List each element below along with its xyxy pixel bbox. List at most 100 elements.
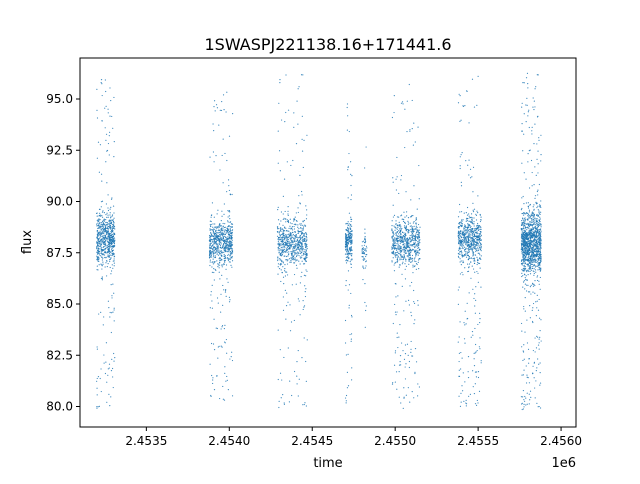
data-point bbox=[522, 350, 524, 352]
data-point bbox=[538, 405, 540, 408]
data-point bbox=[231, 260, 234, 262]
data-point bbox=[96, 215, 98, 217]
data-point bbox=[527, 348, 530, 350]
data-point bbox=[104, 241, 106, 243]
data-point bbox=[222, 237, 224, 240]
data-point bbox=[103, 223, 105, 225]
data-point bbox=[96, 157, 98, 159]
data-point bbox=[525, 259, 527, 261]
data-point bbox=[470, 225, 472, 228]
data-point bbox=[478, 234, 480, 236]
data-point bbox=[110, 257, 112, 259]
data-point bbox=[524, 261, 526, 263]
data-point bbox=[214, 110, 216, 112]
data-point bbox=[210, 229, 212, 231]
data-point bbox=[403, 219, 405, 221]
data-point bbox=[221, 346, 223, 348]
data-point bbox=[410, 216, 412, 218]
data-point bbox=[285, 250, 287, 253]
data-point bbox=[280, 240, 283, 242]
data-point bbox=[478, 252, 480, 255]
data-point bbox=[474, 352, 476, 354]
data-point bbox=[412, 144, 414, 146]
data-point bbox=[345, 260, 347, 262]
data-point bbox=[108, 235, 111, 237]
data-point bbox=[400, 229, 402, 231]
data-point bbox=[215, 242, 217, 244]
data-point bbox=[99, 245, 101, 248]
data-point bbox=[527, 212, 529, 214]
data-point bbox=[397, 255, 399, 257]
data-point bbox=[466, 218, 469, 220]
data-point bbox=[536, 158, 538, 160]
data-point bbox=[219, 230, 221, 232]
data-point bbox=[230, 252, 233, 254]
data-point bbox=[413, 225, 415, 227]
data-point bbox=[531, 185, 533, 187]
data-point bbox=[527, 245, 529, 248]
data-point bbox=[416, 228, 418, 231]
data-point bbox=[345, 223, 347, 225]
data-point bbox=[351, 239, 353, 242]
data-point bbox=[535, 174, 537, 176]
data-point bbox=[222, 230, 224, 232]
data-point bbox=[395, 220, 397, 222]
data-point bbox=[97, 251, 99, 253]
data-point bbox=[396, 332, 398, 334]
data-point bbox=[279, 82, 281, 84]
data-point bbox=[404, 227, 407, 229]
data-point bbox=[469, 243, 471, 245]
data-point bbox=[411, 238, 413, 240]
data-point bbox=[104, 266, 106, 268]
data-point bbox=[398, 266, 400, 268]
data-point bbox=[536, 247, 539, 249]
data-point bbox=[462, 245, 465, 247]
data-point bbox=[212, 231, 214, 233]
data-point bbox=[286, 219, 288, 221]
data-point bbox=[278, 232, 280, 234]
data-point bbox=[402, 103, 404, 105]
data-point bbox=[531, 126, 533, 129]
data-point bbox=[303, 306, 305, 308]
data-point bbox=[285, 230, 287, 232]
data-point bbox=[113, 258, 115, 260]
data-point bbox=[217, 263, 219, 265]
data-point bbox=[403, 251, 405, 253]
data-point bbox=[527, 153, 529, 155]
data-point bbox=[524, 297, 526, 299]
data-point bbox=[415, 260, 417, 263]
data-point bbox=[418, 240, 421, 242]
data-point bbox=[219, 169, 221, 171]
data-point bbox=[103, 354, 105, 356]
data-point bbox=[540, 319, 542, 321]
data-point bbox=[111, 197, 113, 199]
data-point bbox=[226, 352, 228, 354]
data-point bbox=[479, 337, 481, 339]
data-point bbox=[395, 178, 397, 180]
data-point bbox=[391, 260, 393, 262]
data-point bbox=[287, 221, 290, 224]
data-point bbox=[220, 328, 222, 330]
data-point bbox=[100, 221, 102, 224]
data-point bbox=[292, 159, 294, 162]
data-point bbox=[392, 232, 394, 234]
data-point bbox=[472, 288, 474, 290]
data-point bbox=[417, 383, 419, 385]
data-point bbox=[231, 266, 233, 268]
data-point bbox=[217, 265, 219, 268]
data-point bbox=[480, 360, 482, 362]
data-point bbox=[111, 295, 113, 297]
data-point bbox=[479, 318, 481, 320]
data-point bbox=[469, 246, 472, 248]
data-point bbox=[364, 326, 366, 328]
data-point bbox=[364, 236, 366, 238]
data-point bbox=[521, 330, 523, 332]
data-point bbox=[345, 256, 347, 259]
data-point bbox=[406, 241, 408, 243]
data-point bbox=[536, 227, 538, 229]
data-point bbox=[218, 264, 221, 266]
data-point bbox=[533, 264, 536, 266]
data-point bbox=[365, 254, 367, 256]
data-point bbox=[404, 216, 406, 218]
data-point bbox=[221, 215, 223, 217]
